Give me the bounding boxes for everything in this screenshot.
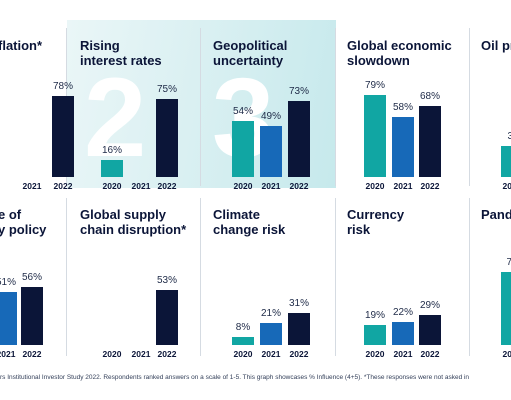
year-label: 2020 [102, 181, 122, 191]
chart-title: Climate change risk [213, 207, 286, 237]
chart-title: Global economic slowdown [347, 38, 452, 68]
divider [335, 28, 336, 186]
year-label: 2022 [157, 349, 177, 359]
bar-2020 [364, 325, 386, 345]
year-label: 2021 [393, 181, 413, 191]
year-label: 2020 [502, 181, 511, 191]
value-label: 49% [260, 111, 281, 122]
divider [469, 28, 470, 186]
year-label: 2021 [393, 349, 413, 359]
bar-2022 [156, 99, 178, 177]
year-label: 2020 [0, 181, 2, 191]
chart-title: flation* [0, 38, 43, 53]
value-label: 54% [232, 106, 253, 117]
year-label: 2020 [233, 181, 253, 191]
value-label: 8% [235, 322, 251, 333]
bar-2020 [101, 160, 123, 177]
year-label: 2020 [365, 349, 385, 359]
bar-2021 [260, 323, 282, 345]
year-label: 2021 [261, 349, 281, 359]
chart-title: Oil pr [481, 38, 511, 53]
year-label: 2022 [22, 349, 42, 359]
value-label: 29% [419, 300, 440, 311]
chart-title: Pand [481, 207, 511, 222]
divider [66, 198, 67, 356]
chart-title: Global supply chain disruption* [80, 207, 187, 237]
divider [200, 28, 201, 186]
year-label: 2020 [233, 349, 253, 359]
divider [200, 198, 201, 356]
bar-2022 [419, 315, 441, 345]
footnote: rs Institutional Investor Study 2022. Re… [0, 374, 470, 381]
value-label: 58% [392, 102, 413, 113]
year-label: 2022 [289, 181, 309, 191]
bar-2021 [260, 126, 282, 177]
chart-title: Currency risk [347, 207, 405, 237]
bar-2021 [0, 292, 17, 345]
divider [469, 198, 470, 356]
bar-2022 [21, 287, 43, 345]
bar-2022 [52, 96, 74, 177]
bar-2020 [364, 95, 386, 177]
value-label: 75% [156, 84, 177, 95]
value-label: 70 [506, 257, 511, 268]
value-label: 21% [260, 308, 281, 319]
bar-2020 [232, 121, 254, 177]
bar-2020 [232, 337, 254, 345]
value-label: 53% [156, 275, 177, 286]
value-label: 3( [507, 131, 511, 142]
year-label: 2021 [131, 349, 151, 359]
value-label: 79% [364, 80, 385, 91]
bar-2020 [501, 146, 511, 177]
bar-2022 [156, 290, 178, 345]
value-label: 19% [364, 310, 385, 321]
year-label: 2020 [102, 349, 122, 359]
chart-title: e of y policy [0, 207, 47, 237]
value-label: 78% [52, 81, 73, 92]
bar-2022 [288, 313, 310, 345]
divider [335, 198, 336, 356]
bar-2021 [392, 322, 414, 345]
year-label: 2021 [261, 181, 281, 191]
year-label: 2022 [420, 349, 440, 359]
year-label: 2020 [502, 349, 511, 359]
chart-title: Geopolitical uncertainty [213, 38, 288, 68]
chart-title: Rising interest rates [80, 38, 162, 68]
value-label: 22% [392, 307, 413, 318]
year-label: 2022 [420, 181, 440, 191]
bar-2022 [288, 101, 310, 177]
year-label: 2022 [157, 181, 177, 191]
value-label: 16% [101, 145, 122, 156]
value-label: 51% [0, 277, 16, 288]
year-label: 2021 [22, 181, 42, 191]
year-label: 2022 [53, 181, 73, 191]
year-label: 2020 [365, 181, 385, 191]
bar-2021 [392, 117, 414, 177]
bar-2022 [419, 106, 441, 177]
value-label: 73% [288, 86, 309, 97]
bar-2020 [501, 272, 511, 345]
year-label: 2021 [0, 349, 16, 359]
year-label: 2022 [289, 349, 309, 359]
year-label: 2021 [131, 181, 151, 191]
value-label: 31% [288, 298, 309, 309]
value-label: 56% [21, 272, 42, 283]
big-numeral-2: 2 [84, 55, 147, 180]
value-label: 68% [419, 91, 440, 102]
